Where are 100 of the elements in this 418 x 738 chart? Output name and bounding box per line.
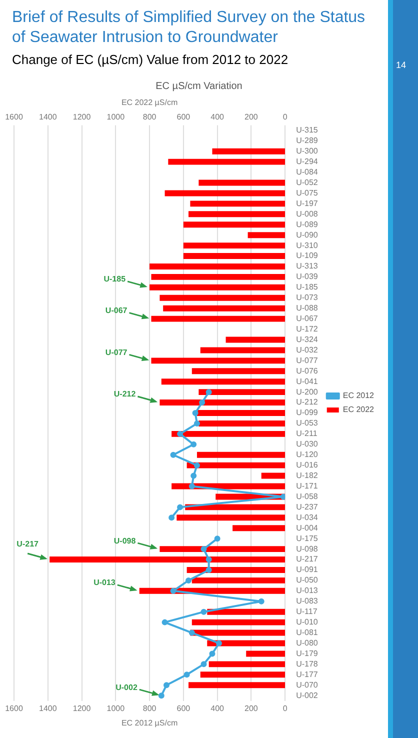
bar (248, 232, 286, 238)
bar (208, 661, 286, 668)
bar (232, 525, 286, 532)
x-tick-label: 1200 (72, 112, 92, 122)
x2-tick-label: 0 (282, 704, 288, 713)
text: Brief of Results of Simplified Survey on the Status of Seawater Intrusion to Groundwater (12, 8, 366, 48)
y-tick-label: U-010 (296, 618, 318, 627)
y-tick-label: U-310 (296, 240, 318, 250)
y-tick-label: U-067 (296, 314, 318, 324)
bar (192, 368, 286, 374)
y-tick-label: U-313 (296, 262, 318, 271)
annotation: U-185 (104, 274, 126, 284)
point (206, 556, 212, 563)
x2-tick-label: 800 (142, 704, 157, 713)
point (192, 410, 198, 416)
y-tick-label: U-058 (296, 492, 318, 501)
bar (150, 284, 286, 290)
y-tick-label: U-089 (296, 220, 318, 229)
point (170, 588, 176, 594)
bar (198, 420, 286, 426)
text: 14 (396, 60, 406, 70)
bar (186, 567, 286, 573)
bar (188, 682, 286, 688)
y-tick-label: U-289 (296, 136, 318, 146)
x2-tick-label: 1600 (5, 704, 24, 713)
y-tick-label: U-117 (296, 607, 318, 616)
x2-axis-title: EC 2022 µS/cm (121, 98, 178, 108)
point (194, 420, 200, 426)
x-tick-label: 1600 (5, 112, 24, 122)
bar (151, 274, 286, 280)
point (209, 650, 216, 657)
bar (163, 305, 286, 312)
point (206, 389, 212, 396)
point (258, 598, 264, 604)
bar (196, 452, 286, 458)
bar (160, 546, 286, 552)
bar (246, 650, 286, 657)
y-tick-label: U-098 (296, 544, 318, 554)
y-tick-label: U-324 (296, 334, 318, 344)
bar (212, 148, 286, 154)
y-tick-label: U-080 (296, 638, 318, 648)
bar (150, 264, 286, 270)
y-tick-label: U-211 (296, 429, 318, 438)
x-axis-title: EC 2012 µS/cm (121, 718, 178, 728)
point (188, 630, 195, 636)
bar (185, 504, 286, 510)
bar (151, 358, 286, 364)
y-tick-label: U-212 (296, 398, 318, 407)
x-tick-label: 400 (210, 112, 225, 122)
x-tick-label: 1000 (106, 112, 126, 122)
y-tick-label: U-200 (296, 387, 318, 396)
bar (261, 472, 286, 479)
y-tick-label: U-053 (296, 418, 318, 428)
y-tick-label: U-315 (296, 126, 318, 135)
bar (186, 462, 286, 468)
y-tick-label: U-294 (296, 157, 318, 166)
x2-tick-label: 1200 (72, 704, 92, 713)
y-tick-label: U-077 (296, 356, 318, 365)
annotation: U-217 (16, 540, 40, 549)
y-tick-label: U-109 (296, 251, 318, 260)
point (200, 608, 207, 615)
bar (168, 158, 286, 165)
bar (200, 347, 286, 354)
point (163, 682, 170, 688)
y-tick-label: U-052 (296, 178, 318, 187)
annotation: U-077 (105, 348, 128, 357)
y-tick-label: U-300 (296, 146, 318, 156)
legend-label: EC 2012 (342, 391, 375, 400)
point (216, 640, 222, 646)
point (199, 400, 206, 406)
bar (151, 316, 286, 322)
bar (207, 608, 286, 615)
y-tick-label: U-081 (296, 628, 318, 637)
x-tick-label: 800 (142, 112, 157, 122)
point (168, 514, 175, 521)
x2-tick-label: 1400 (38, 704, 58, 713)
y-tick-label: U-182 (296, 470, 318, 480)
y-tick-label: U-237 (296, 502, 318, 512)
bar (183, 242, 286, 249)
y-tick-label: U-185 (296, 282, 318, 292)
point (158, 692, 164, 699)
y-tick-label: U-099 (296, 408, 318, 418)
bar (172, 430, 286, 437)
y-tick-label: U-032 (296, 345, 318, 354)
point (170, 452, 176, 458)
y-tick-label: U-172 (296, 324, 318, 334)
x-tick-label: 0 (282, 112, 288, 122)
y-tick-label: U-030 (296, 440, 318, 449)
x2-tick-label: 600 (176, 704, 191, 713)
bar (190, 200, 286, 207)
bar (164, 190, 286, 196)
bar (183, 253, 286, 259)
y-tick-label: U-013 (296, 586, 318, 596)
point (280, 494, 286, 500)
bar (176, 514, 286, 521)
bar (200, 672, 286, 678)
point (206, 566, 212, 573)
y-tick-label: U-050 (296, 576, 318, 585)
y-tick-label: U-070 (296, 680, 318, 690)
y-tick-label: U-088 (296, 304, 318, 313)
